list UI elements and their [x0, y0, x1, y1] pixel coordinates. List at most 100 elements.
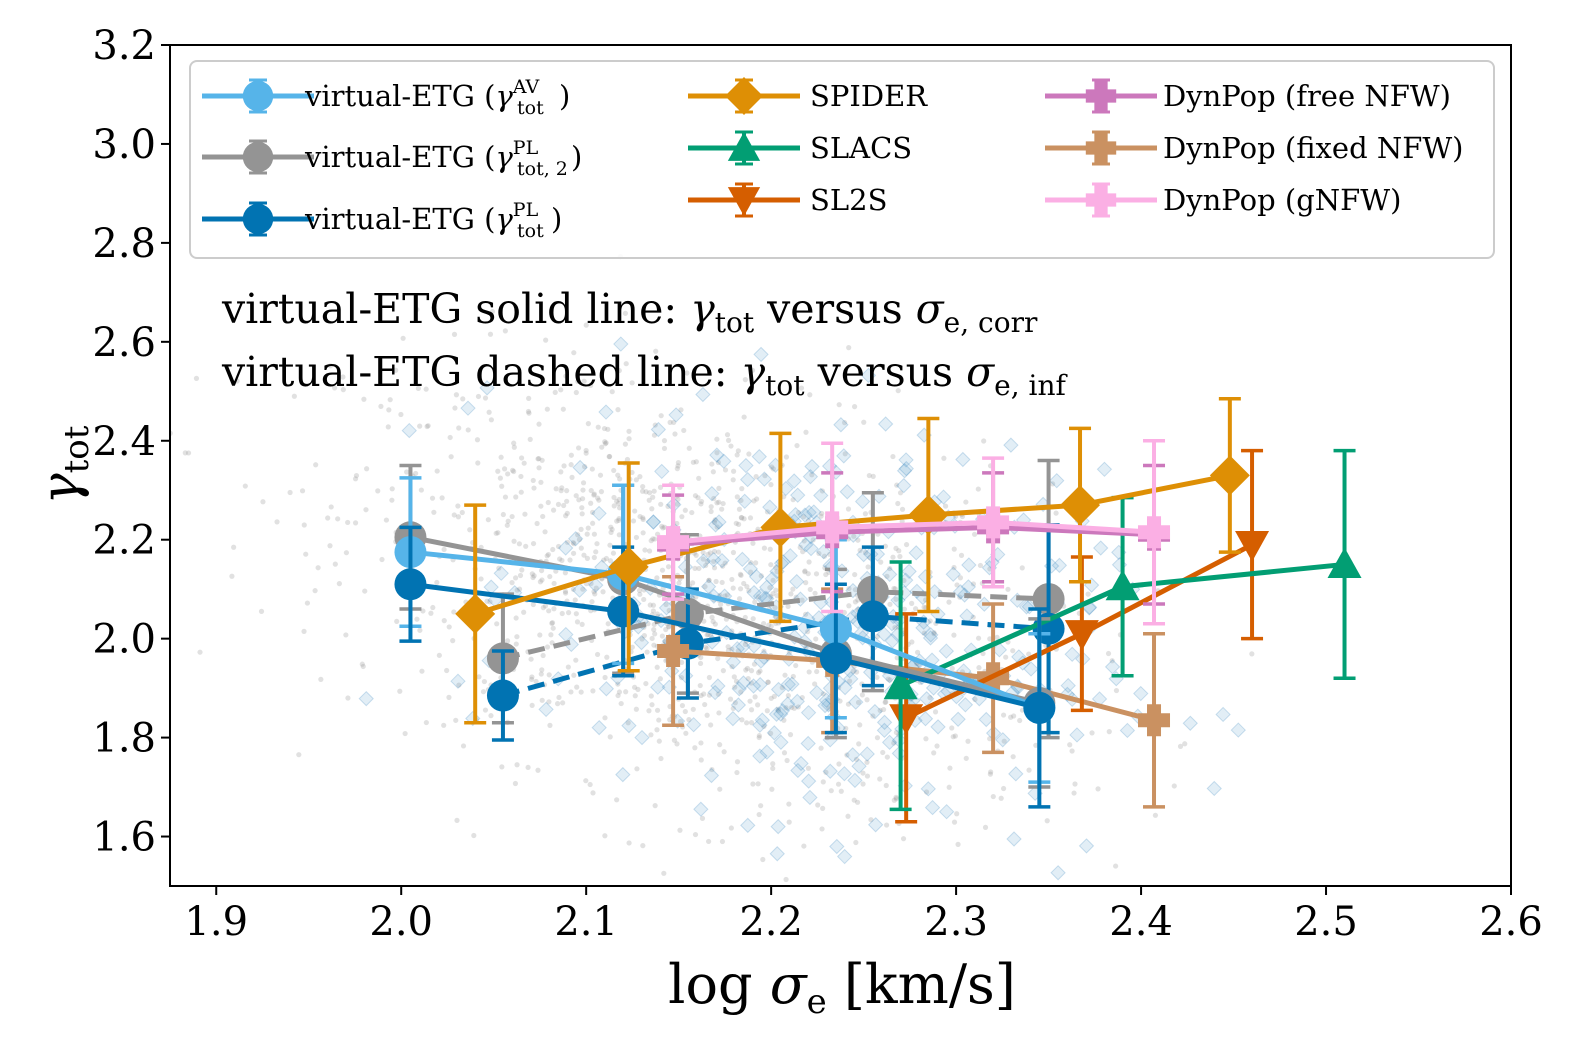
background-point	[758, 573, 764, 579]
background-point	[493, 530, 499, 536]
background-diamond	[1206, 780, 1222, 797]
background-point	[900, 836, 907, 842]
background-point	[675, 463, 681, 469]
y-tick-label: 3.0	[92, 122, 156, 168]
background-diamond	[493, 565, 509, 581]
background-point	[583, 450, 589, 456]
background-point	[570, 586, 577, 592]
background-point	[812, 590, 818, 596]
background-point	[748, 668, 755, 674]
background-diamond	[700, 578, 717, 595]
background-point	[513, 615, 519, 621]
background-point	[325, 515, 331, 521]
legend-vetg-pl-close: )	[551, 202, 562, 236]
background-point	[485, 517, 491, 523]
background-diamond	[707, 517, 724, 533]
background-point	[748, 707, 755, 713]
background-point	[690, 706, 696, 712]
background-point	[739, 717, 745, 723]
background-point	[650, 494, 656, 500]
background-diamond	[768, 706, 785, 722]
background-point	[510, 467, 516, 473]
background-point	[805, 571, 811, 577]
background-diamond	[358, 690, 374, 707]
background-diamond	[1064, 646, 1080, 663]
series-line	[410, 549, 1041, 711]
background-diamond	[567, 531, 584, 547]
background-point	[537, 579, 544, 585]
background-point	[735, 448, 741, 454]
background-point	[893, 794, 899, 800]
background-point	[836, 402, 842, 408]
background-point	[637, 474, 643, 480]
background-diamond	[707, 684, 723, 701]
background-point	[706, 674, 712, 681]
background-point	[332, 385, 338, 391]
background-point	[1017, 717, 1023, 724]
y-tick-label: 2.6	[92, 320, 156, 366]
background-point	[1105, 650, 1112, 657]
background-point	[750, 781, 756, 787]
background-point	[580, 487, 586, 493]
background-diamond	[935, 489, 952, 505]
background-point	[539, 667, 545, 673]
background-point	[516, 586, 523, 592]
background-point	[689, 509, 695, 516]
background-point	[899, 506, 906, 512]
background-point	[719, 838, 726, 845]
background-point	[454, 817, 460, 823]
background-point	[559, 485, 565, 491]
background-point	[546, 672, 552, 678]
background-point	[536, 465, 542, 471]
background-point	[719, 506, 725, 512]
background-point	[946, 599, 952, 605]
background-diamond	[737, 493, 753, 510]
x-axis-label-symbol: σ	[770, 953, 809, 1016]
background-point	[854, 799, 861, 805]
background-diamond	[955, 451, 971, 468]
background-point	[909, 600, 915, 606]
legend-handle-dyn_free	[1045, 78, 1157, 114]
background-diamond	[766, 725, 783, 741]
background-point	[576, 497, 582, 503]
background-point	[611, 503, 617, 509]
series-line	[672, 519, 1155, 545]
legend-marker	[242, 141, 274, 173]
background-point	[654, 611, 660, 617]
background-point	[482, 395, 489, 401]
background-point	[345, 695, 351, 701]
background-point	[816, 550, 822, 557]
background-diamond	[735, 675, 752, 691]
background-point	[674, 466, 680, 472]
background-point	[651, 432, 658, 438]
background-point	[741, 580, 747, 587]
background-point	[970, 581, 977, 587]
background-point	[387, 397, 393, 403]
background-point	[761, 648, 767, 654]
background-point	[615, 692, 621, 699]
background-point	[521, 609, 527, 615]
background-point	[891, 740, 897, 746]
background-point	[1000, 785, 1007, 792]
background-point	[852, 587, 858, 593]
background-diamond	[876, 626, 892, 642]
background-point	[696, 565, 702, 572]
background-diamond	[748, 569, 765, 585]
background-point	[296, 752, 302, 758]
background-point	[1089, 730, 1095, 736]
background-point	[704, 559, 710, 565]
background-point	[574, 619, 581, 625]
legend-marker	[727, 187, 761, 217]
background-point	[648, 693, 654, 699]
background-point	[692, 831, 699, 838]
background-point	[590, 688, 596, 694]
background-point	[709, 614, 715, 620]
background-point	[415, 385, 421, 391]
background-point	[666, 623, 672, 629]
background-point	[798, 385, 805, 391]
background-point	[785, 603, 791, 610]
background-diamond	[759, 579, 775, 595]
background-point	[654, 575, 660, 581]
background-point	[595, 495, 601, 501]
background-point	[590, 790, 596, 796]
